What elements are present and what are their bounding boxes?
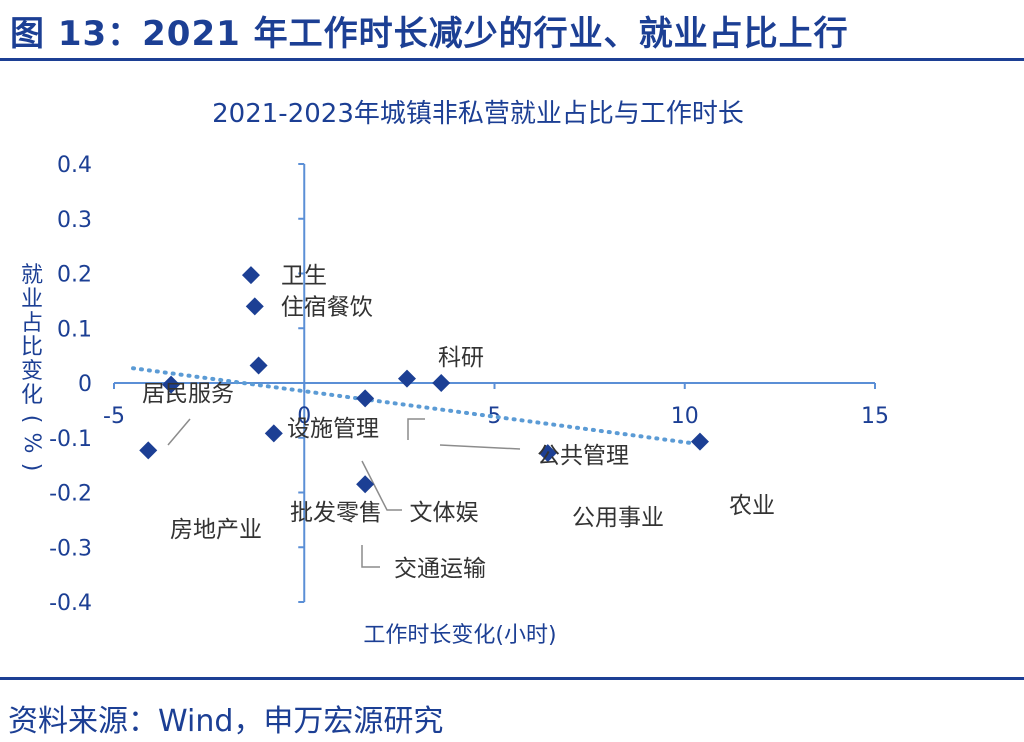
scatter-chart: 2021-2023年城镇非私营就业占比与工作时长 -5 0 5 10 15 0.4 0.3 0… [19,99,889,648]
data-label: 农业 [729,493,775,519]
data-point [162,375,181,394]
data-point [139,441,158,460]
y-axis-label-char: 业 [21,287,43,312]
y-tick-label: 0.4 [57,153,92,178]
y-tick-label: -0.1 [49,427,92,452]
data-point [241,266,260,285]
data-label: 设施管理 [287,416,379,442]
label-leader-line [407,418,425,440]
data-point [690,432,709,451]
x-tick-label: 0 [297,404,311,429]
data-label: 住宿餐饮 [281,294,373,320]
y-tick-label: -0.3 [49,536,92,561]
data-label: 居民服务 [142,381,234,407]
x-tick-label: 5 [488,404,502,429]
x-tick-label: -5 [103,404,125,429]
data-label: 卫生 [281,263,327,289]
trendline [131,366,695,446]
data-point [538,444,557,463]
y-axis-label-char: 占 [21,311,43,336]
y-axis-label-char: ) [19,463,44,472]
y-axis-label-char: % [19,433,44,454]
data-label: 文体娱 [410,500,479,526]
data-point [245,297,264,316]
y-tick-label: -0.2 [49,482,92,507]
y-axis-label-char: ( [19,415,44,424]
data-point [432,374,451,392]
y-tick-label: 0.3 [57,208,92,233]
data-label: 房地产业 [170,517,262,543]
source-note: 资料来源：Wind，申万宏源研究 [8,704,444,739]
y-tick-label: 0.1 [57,317,92,342]
data-point [356,475,375,494]
data-label: 批发零售 [290,500,382,526]
figure-title: 图 13：2021 年工作时长减少的行业、就业占比上行 [10,14,849,54]
y-tick-label: -0.4 [49,591,92,616]
data-label: 公用事业 [572,505,664,531]
data-point [249,356,268,375]
label-leader-line [361,460,402,511]
source-rule [0,677,1024,680]
x-tick-label: 10 [671,404,699,429]
data-label: 公共管理 [537,443,629,469]
data-label: 交通运输 [394,556,486,582]
data-point [397,369,416,388]
y-tick-label: 0 [78,372,92,397]
chart-title: 2021-2023年城镇非私营就业占比与工作时长 [212,99,744,129]
y-tick-label: 0.2 [57,263,92,288]
y-axis-label-char: 就 [21,263,43,288]
x-tick-label: 15 [861,404,889,429]
x-axis-label: 工作时长变化(小时) [363,623,556,648]
label-leader-line [167,418,191,446]
label-leader-line [439,444,521,450]
title-rule [0,58,1024,61]
y-axis-label-char: 变 [21,359,43,384]
data-point [356,389,375,408]
y-axis-label-char: 化 [21,383,43,408]
label-leader-line [361,545,380,568]
data-label: 科研 [438,345,484,371]
y-axis-label-char: 比 [21,335,43,360]
data-point [264,424,283,443]
